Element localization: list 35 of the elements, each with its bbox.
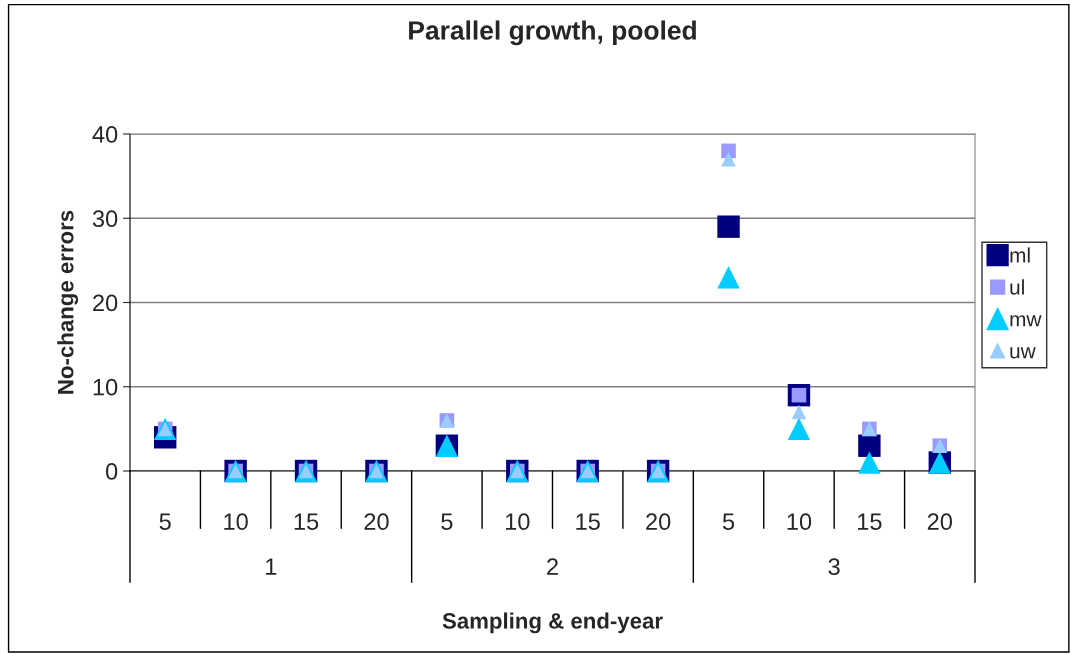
x-tick-label: 20 bbox=[646, 513, 671, 531]
point bbox=[858, 434, 881, 457]
x-tick-label: 15 bbox=[858, 513, 882, 531]
y-tick-label: 10 bbox=[93, 378, 118, 396]
point bbox=[721, 143, 736, 159]
point bbox=[858, 451, 881, 474]
legend-label: ul bbox=[1010, 279, 1024, 295]
text: 3 bbox=[828, 558, 840, 576]
legend-label: ml bbox=[1010, 247, 1030, 263]
point bbox=[717, 215, 740, 238]
x-tick-label: 5 bbox=[441, 513, 453, 531]
x-tick-label: 20 bbox=[927, 513, 952, 531]
chart-title: Parallel growth, pooled bbox=[409, 20, 696, 46]
y-tick-label: 30 bbox=[92, 210, 118, 228]
point bbox=[791, 404, 807, 420]
text: 1 bbox=[266, 558, 277, 575]
x-axis-title: Sampling & end-year bbox=[442, 612, 663, 634]
point bbox=[717, 266, 740, 289]
x-tick-label: 10 bbox=[224, 513, 248, 531]
y-tick-label: 20 bbox=[93, 294, 118, 312]
x-tick-label: 15 bbox=[576, 513, 600, 531]
x-tick-label: 10 bbox=[787, 513, 812, 531]
y-tick-label: 40 bbox=[92, 126, 118, 143]
y-axis-title: No-change errors bbox=[57, 210, 79, 394]
x-tick-label: 15 bbox=[294, 513, 319, 531]
x-tick-label: 10 bbox=[505, 513, 530, 531]
x-tick-label: 20 bbox=[364, 513, 389, 531]
legend-label: mw bbox=[1010, 315, 1042, 327]
y-tick-label: 0 bbox=[105, 463, 118, 480]
point bbox=[721, 151, 736, 167]
legend-label: uw bbox=[1010, 347, 1036, 359]
x-tick-label: 5 bbox=[159, 513, 171, 531]
x-tick-label: 5 bbox=[722, 513, 735, 531]
point bbox=[787, 417, 811, 441]
text: 2 bbox=[547, 558, 558, 575]
